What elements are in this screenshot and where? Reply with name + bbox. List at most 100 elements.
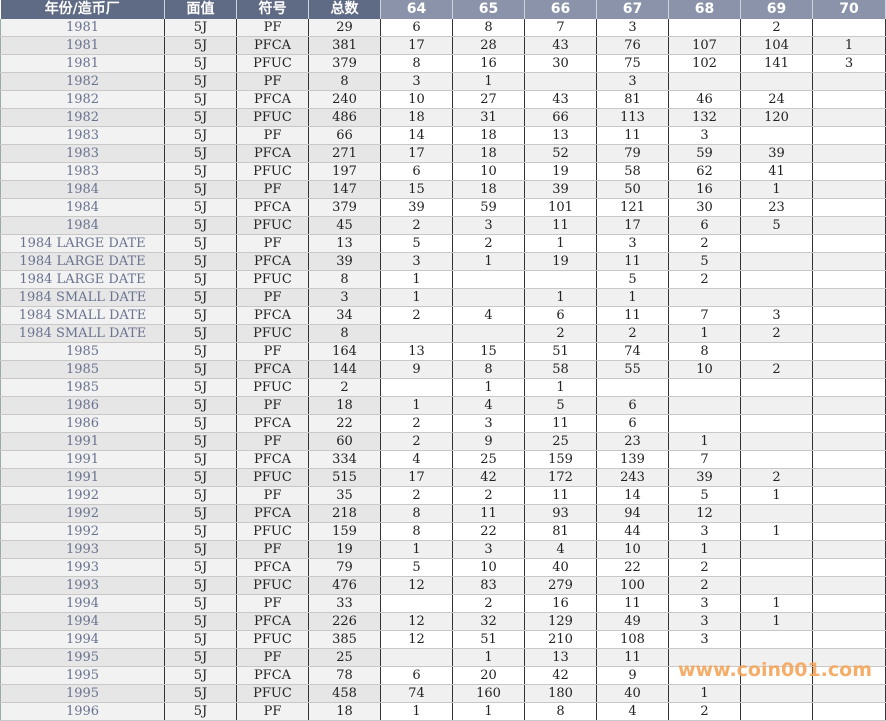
header-grade-68: 68 xyxy=(668,0,741,19)
grade-69-cell xyxy=(740,126,813,145)
grade-70-cell xyxy=(812,324,886,343)
designation-cell: PFUC xyxy=(236,468,309,487)
grade-70-cell xyxy=(812,360,886,379)
total-cell: 147 xyxy=(308,180,381,199)
grade-68-cell: 2 xyxy=(668,270,741,289)
grade-67-cell: 40 xyxy=(596,684,669,703)
grade-68-cell: 1 xyxy=(668,324,741,343)
year-cell: 1984 xyxy=(0,216,165,235)
total-cell: 60 xyxy=(308,432,381,451)
grade-66-cell: 8 xyxy=(524,702,597,721)
grade-65-cell: 1 xyxy=(452,378,525,397)
grade-66-cell: 7 xyxy=(524,19,597,37)
grade-66-cell: 19 xyxy=(524,252,597,271)
grade-64-cell: 39 xyxy=(380,198,453,217)
grade-66-cell: 25 xyxy=(524,432,597,451)
total-cell: 226 xyxy=(308,612,381,631)
total-cell: 2 xyxy=(308,378,381,397)
total-cell: 381 xyxy=(308,36,381,55)
total-cell: 35 xyxy=(308,486,381,505)
designation-cell: PFUC xyxy=(236,270,309,289)
denomination-cell: 5J xyxy=(164,684,237,703)
year-cell: 1984 xyxy=(0,198,165,217)
grade-67-cell: 243 xyxy=(596,468,669,487)
grade-69-cell xyxy=(740,270,813,289)
grade-70-cell xyxy=(812,396,886,415)
denomination-cell: 5J xyxy=(164,216,237,235)
total-cell: 29 xyxy=(308,19,381,37)
year-cell: 1984 SMALL DATE xyxy=(0,288,165,307)
grade-64-cell: 12 xyxy=(380,630,453,649)
grade-68-cell: 2 xyxy=(668,702,741,721)
year-cell: 1981 xyxy=(0,19,165,37)
year-cell: 1993 xyxy=(0,558,165,577)
grade-64-cell: 6 xyxy=(380,19,453,37)
designation-cell: PFCA xyxy=(236,360,309,379)
grade-68-cell xyxy=(668,666,741,685)
grade-65-cell: 2 xyxy=(452,486,525,505)
grade-70-cell xyxy=(812,72,886,91)
grade-65-cell xyxy=(452,324,525,343)
grade-64-cell: 9 xyxy=(380,360,453,379)
grade-67-cell xyxy=(596,378,669,397)
grade-70-cell xyxy=(812,612,886,631)
designation-cell: PFUC xyxy=(236,324,309,343)
grade-69-cell xyxy=(740,558,813,577)
designation-cell: PFUC xyxy=(236,522,309,541)
grade-68-cell: 7 xyxy=(668,306,741,325)
grade-67-cell: 108 xyxy=(596,630,669,649)
total-cell: 159 xyxy=(308,522,381,541)
designation-cell: PFCA xyxy=(236,450,309,469)
year-cell: 1992 xyxy=(0,522,165,541)
grade-67-cell: 23 xyxy=(596,432,669,451)
grade-69-cell: 2 xyxy=(740,324,813,343)
denomination-cell: 5J xyxy=(164,180,237,199)
designation-cell: PFCA xyxy=(236,144,309,163)
grade-67-cell: 3 xyxy=(596,234,669,253)
grade-68-cell: 2 xyxy=(668,558,741,577)
grade-69-cell: 3 xyxy=(740,306,813,325)
grade-68-cell: 10 xyxy=(668,360,741,379)
year-cell: 1985 xyxy=(0,378,165,397)
grade-65-cell: 27 xyxy=(452,90,525,109)
grade-64-cell: 1 xyxy=(380,396,453,415)
grade-66-cell: 279 xyxy=(524,576,597,595)
grade-69-cell xyxy=(740,648,813,667)
designation-cell: PF xyxy=(236,648,309,667)
grade-66-cell xyxy=(524,270,597,289)
total-cell: 3 xyxy=(308,288,381,307)
grade-66-cell: 43 xyxy=(524,90,597,109)
header-denomination: 面值 xyxy=(164,0,237,19)
grade-65-cell: 18 xyxy=(452,126,525,145)
grade-66-cell: 42 xyxy=(524,666,597,685)
grade-66-cell: 40 xyxy=(524,558,597,577)
grade-64-cell: 74 xyxy=(380,684,453,703)
total-cell: 19 xyxy=(308,540,381,559)
grade-66-cell: 19 xyxy=(524,162,597,181)
year-cell: 1994 xyxy=(0,612,165,631)
header-grade-64: 64 xyxy=(380,0,453,19)
total-cell: 334 xyxy=(308,450,381,469)
grade-66-cell: 16 xyxy=(524,594,597,613)
denomination-cell: 5J xyxy=(164,19,237,37)
total-cell: 66 xyxy=(308,126,381,145)
total-cell: 458 xyxy=(308,684,381,703)
table-row: 1985 5J PF 164 13 15 51 74 8 xyxy=(0,342,886,361)
grade-65-cell: 83 xyxy=(452,576,525,595)
grade-65-cell: 1 xyxy=(452,72,525,91)
table-row: 1983 5J PFCA 271 17 18 52 79 59 39 xyxy=(0,144,886,163)
grade-67-cell: 4 xyxy=(596,702,669,721)
designation-cell: PFCA xyxy=(236,198,309,217)
grade-66-cell: 1 xyxy=(524,234,597,253)
total-cell: 379 xyxy=(308,54,381,73)
grade-66-cell: 210 xyxy=(524,630,597,649)
grade-64-cell: 8 xyxy=(380,54,453,73)
table-row: 1981 5J PFCA 381 17 28 43 76 107 104 1 xyxy=(0,36,886,55)
table-header: 年份/造币厂 面值 符号 总数 64 65 66 67 68 69 70 xyxy=(0,0,886,19)
total-cell: 379 xyxy=(308,198,381,217)
grade-64-cell: 12 xyxy=(380,612,453,631)
year-cell: 1986 xyxy=(0,396,165,415)
grade-68-cell: 102 xyxy=(668,54,741,73)
grade-67-cell: 76 xyxy=(596,36,669,55)
grade-69-cell xyxy=(740,576,813,595)
